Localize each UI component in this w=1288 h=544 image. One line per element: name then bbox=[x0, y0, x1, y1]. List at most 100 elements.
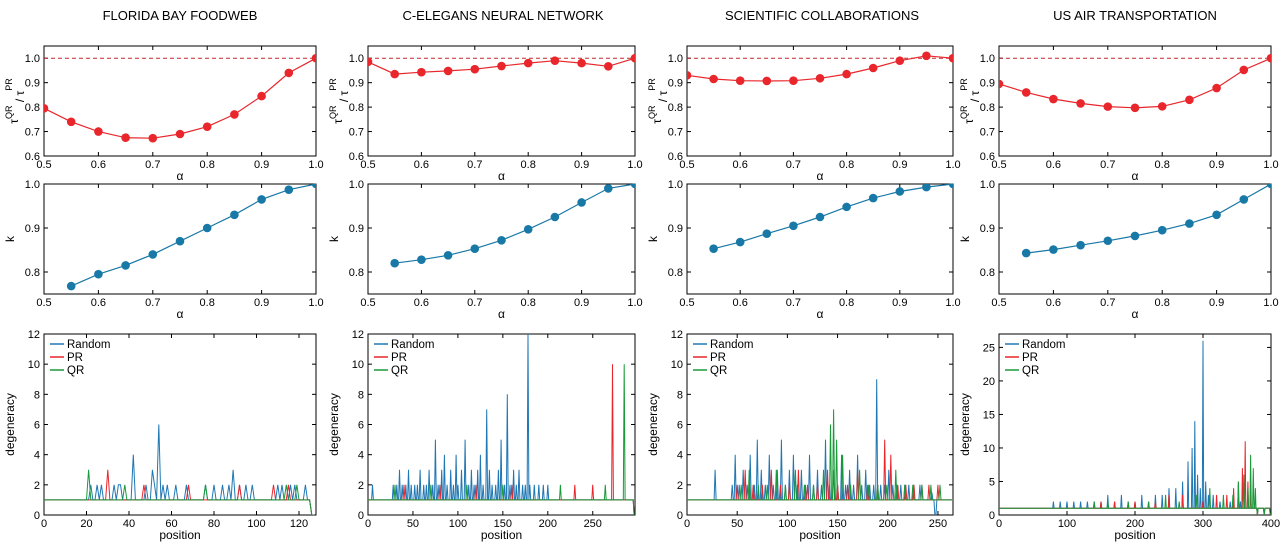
panel-r1-c3-ytick-label-4: 1.0 bbox=[668, 53, 683, 65]
panel-r1-c2-ytick-label-3: 0.9 bbox=[349, 78, 364, 90]
panel-r3-c2-ytick-label-3: 6 bbox=[358, 420, 364, 432]
panel-r2-c1-series-line bbox=[70, 183, 317, 287]
panel-r3-c3-xtick-label-4: 200 bbox=[879, 518, 897, 530]
panel-r1-c1-ylabel-part-1: QR bbox=[4, 105, 14, 119]
panel-r2-c4-point-3 bbox=[1103, 236, 1113, 246]
panel-r1-c3-point-9 bbox=[922, 51, 931, 61]
panel-r3-c3-xlabel: position bbox=[799, 528, 840, 542]
panel-r2-c4-point-9 bbox=[1266, 184, 1271, 189]
panel-r1-c2-point-0 bbox=[368, 57, 373, 67]
panel-r2-c3-xtick-label-1: 0.6 bbox=[733, 297, 748, 309]
panel-r2-c4-ytick-label-0: 0.8 bbox=[980, 267, 995, 279]
panel-r1-c1-point-2 bbox=[94, 127, 103, 136]
panel-r2-c1-point-2 bbox=[121, 261, 130, 270]
panel-r2-c3-point-9 bbox=[948, 184, 953, 189]
panel-r1-c1-ytick-label-1: 0.7 bbox=[25, 127, 40, 139]
panel-r2-c2-xtick-label-0: 0.5 bbox=[360, 297, 375, 309]
panel-r1-c3-ylabel-part-2: / τ bbox=[656, 91, 670, 106]
panel-r3-c2-xtick-label-4: 200 bbox=[539, 518, 557, 530]
panel-r2-c1: 0.5 0.6 0.7 0.8 0.9 1.0 0.8 0.9 1.0 α k bbox=[3, 179, 324, 321]
panel-r1-c4-point-4 bbox=[1103, 102, 1113, 111]
panel-r3-c1-legend-label-random: Random bbox=[67, 339, 110, 351]
panel-r2-c3-point-6 bbox=[868, 193, 878, 203]
panel-r3-c1-legend-label-qr: QR bbox=[67, 365, 84, 377]
panel-r2-c1-ytick-label-2: 1.0 bbox=[25, 179, 40, 191]
panel-r3-c3-xtick-label-0: 0 bbox=[684, 518, 690, 530]
panel-r1-c2-point-9 bbox=[604, 61, 613, 71]
panel-r1-c4-point-1 bbox=[1021, 88, 1031, 97]
panel-r3-c3-xtick-label-1: 50 bbox=[731, 518, 743, 530]
panel-r1-c3-point-8 bbox=[895, 56, 905, 65]
panel-r3-c2-series-qr bbox=[368, 364, 635, 515]
panel-r3-c3-ytick-label-0: 0 bbox=[677, 510, 683, 522]
panel-r1-c3-frame bbox=[686, 45, 954, 157]
panel-r3-c2-ytick-label-2: 4 bbox=[358, 450, 364, 462]
panel-r3-c2-xlabel: position bbox=[481, 528, 522, 542]
panel-r2-c2-ytick-label-0: 0.8 bbox=[349, 267, 364, 279]
panel-r1-c4-ytick-label-2: 0.8 bbox=[980, 102, 995, 114]
panel-r1-c2-ytick-label-0: 0.6 bbox=[349, 151, 364, 163]
panel-r1-c1-xlabel: α bbox=[177, 169, 184, 183]
panel-r3-c1-series-qr bbox=[44, 469, 314, 515]
column-title-3: SCIENTIFIC COLLABORATIONS bbox=[725, 8, 919, 23]
panel-r1-c4-xtick-label-0: 0.5 bbox=[991, 159, 1006, 171]
panel-r3-c4-xlabel: position bbox=[1114, 528, 1155, 542]
panel-r3-c4-ytick-label-0: 0 bbox=[989, 510, 995, 522]
panel-r1-c4-ylabel-part-0: τ bbox=[962, 119, 976, 124]
panel-r2-c3-point-2 bbox=[762, 229, 772, 239]
panel-r2-c1-point-9 bbox=[311, 184, 316, 189]
panel-r1-c2-xtick-label-5: 1.0 bbox=[627, 159, 642, 171]
panel-r3-c2-xtick-label-3: 150 bbox=[494, 518, 512, 530]
panel-r3-c3-series bbox=[687, 379, 952, 515]
panel-r1-c2-xlabel: α bbox=[498, 169, 505, 183]
panel-r3-c1-xtick-label-4: 80 bbox=[208, 518, 220, 530]
panel-r1-c4-ylabel-part-2: / τ bbox=[968, 91, 982, 106]
panel-r1-c4-ylabel-part-1: QR bbox=[959, 105, 969, 119]
panel-r1-c4-ylabel: τQR / τPR bbox=[959, 78, 982, 124]
panel-r2-c2-point-4 bbox=[497, 236, 506, 245]
panel-r2-c1-xtick-label-4: 0.9 bbox=[254, 297, 269, 309]
panel-r1-c4-point-3 bbox=[1076, 99, 1085, 108]
panel-r1-c2-point-8 bbox=[577, 58, 586, 68]
panel-r3-c4-ylabel: degeneracy bbox=[958, 393, 972, 456]
panel-r1-c1-ytick-label-0: 0.6 bbox=[25, 151, 40, 163]
panel-r2-c4-point-8 bbox=[1239, 195, 1249, 204]
panel-r1-c2-ytick-label-2: 0.8 bbox=[349, 102, 364, 114]
panel-r3-c4-series-qr bbox=[999, 454, 1271, 515]
panel-r3-c2-series bbox=[368, 334, 635, 515]
panel-r1-c2-point-6 bbox=[523, 58, 533, 68]
panel-r3-c1-xlabel: position bbox=[159, 528, 200, 542]
panel-r1-c3-ylabel-part-0: τ bbox=[650, 119, 664, 124]
panel-r2-c3-point-8 bbox=[922, 184, 931, 192]
panel-r3-c1: 0 20 40 60 80 100 120 0 2 4 6 8 10 12 position degenera… bbox=[3, 329, 317, 542]
panel-r1-c3-point-0 bbox=[687, 71, 692, 80]
panel-r2-c3-series-line bbox=[713, 183, 954, 250]
panel-r3-c2-legend-label-qr: QR bbox=[391, 365, 408, 377]
panel-r1-c2-ylabel-part-3: PR bbox=[328, 78, 338, 91]
panel-r1-c4-ytick-label-0: 0.6 bbox=[980, 151, 995, 163]
panel-r2-c4-xtick-label-2: 0.7 bbox=[1100, 297, 1115, 309]
panel-r2-c2-xtick-label-2: 0.7 bbox=[467, 297, 482, 309]
panel-r3-c4-frame bbox=[998, 333, 1272, 516]
panel-r3-c4-xtick-label-4: 400 bbox=[1262, 518, 1280, 530]
panel-r3-c1-ytick-label-3: 6 bbox=[34, 420, 40, 432]
panel-r2-c1-point-7 bbox=[257, 195, 266, 204]
panel-r3-c1-frame bbox=[43, 333, 317, 516]
panel-r1-c1-point-4 bbox=[148, 133, 158, 143]
panel-r3-c4-xtick-label-0: 0 bbox=[996, 518, 1002, 530]
panel-r2-c1-xlabel: α bbox=[177, 307, 184, 321]
panel-r2-c4-xtick-label-3: 0.8 bbox=[1155, 297, 1170, 309]
panel-r3-c4: 0 100 200 300 400 0 5 10 15 20 25 position degenerac… bbox=[958, 333, 1280, 542]
panel-r3-c1-xtick-label-6: 120 bbox=[290, 518, 308, 530]
panel-r2-c4-series-line bbox=[1026, 183, 1272, 254]
panel-r2-c3-point-4 bbox=[815, 212, 825, 222]
panel-r3-c2-legend-label-random: Random bbox=[391, 339, 434, 351]
panel-r1-c4-xlabel: α bbox=[1132, 169, 1139, 183]
panel-r1-c4-series-line bbox=[998, 57, 1272, 109]
panel-r3-c1-legend-label-pr: PR bbox=[67, 352, 83, 364]
panel-r3-c1-xtick-label-3: 60 bbox=[165, 518, 177, 530]
panel-r1-c3-ytick-label-1: 0.7 bbox=[668, 127, 683, 139]
panel-r3-c4-xtick-label-2: 200 bbox=[1126, 518, 1144, 530]
panel-r1-c4-ytick-label-1: 0.7 bbox=[980, 127, 995, 139]
